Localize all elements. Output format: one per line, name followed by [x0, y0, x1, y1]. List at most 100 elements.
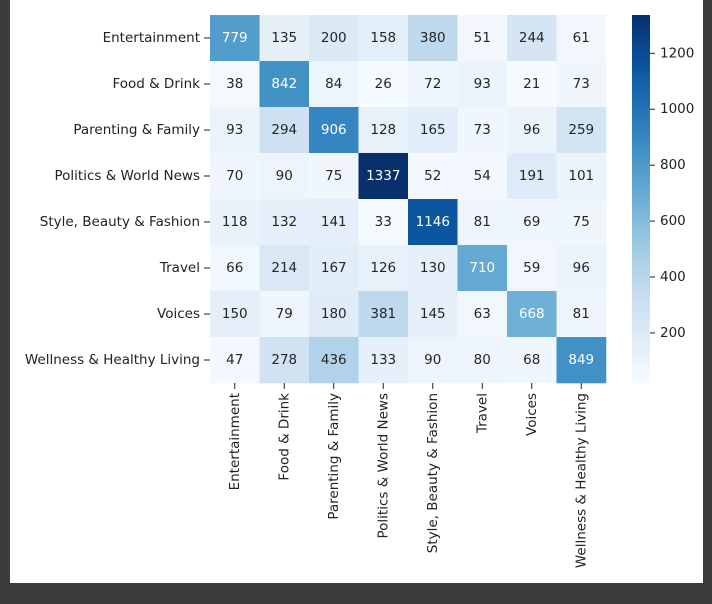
- y-tick-label: Wellness & Healthy Living: [25, 352, 200, 368]
- cell-label: 849: [568, 352, 594, 368]
- y-tick-label: Voices: [157, 306, 200, 322]
- cell-label: 710: [469, 260, 495, 276]
- x-tick-label: Entertainment: [227, 393, 243, 490]
- cell-label: 180: [321, 306, 347, 322]
- heatmap-cell: [358, 291, 409, 338]
- heatmap-cell: [210, 153, 260, 200]
- heatmap-cell: [408, 337, 458, 384]
- heatmap-cell: [556, 107, 607, 154]
- cell-label: 842: [271, 76, 297, 92]
- cell-label: 167: [321, 260, 347, 276]
- cell-label: 59: [523, 260, 540, 276]
- x-tick-label: Food & Drink: [276, 393, 292, 481]
- cell-label: 294: [271, 122, 297, 138]
- cell-label: 84: [325, 76, 342, 92]
- heatmap-cell: [457, 15, 508, 62]
- heatmap-cell: [309, 199, 359, 246]
- heatmap-cell: [556, 153, 607, 200]
- heatmap-cell: [408, 245, 458, 292]
- cell-label: 79: [276, 306, 293, 322]
- cell-label: 26: [375, 76, 392, 92]
- cell-label: 63: [474, 306, 491, 322]
- heatmap-cell: [309, 245, 359, 292]
- colorbar-tick-label: 600: [660, 213, 686, 229]
- cell-label: 70: [226, 168, 243, 184]
- heatmap-cell: [358, 153, 409, 200]
- colorbar-tick-label: 800: [660, 157, 686, 173]
- cell-label: 73: [573, 76, 590, 92]
- x-tick-label: Travel: [474, 393, 490, 434]
- x-tick-label: Style, Beauty & Fashion: [425, 393, 441, 553]
- heatmap-cell: [408, 61, 458, 108]
- heatmap-cell: [556, 61, 607, 108]
- cell-label: 54: [474, 168, 491, 184]
- cell-label: 158: [370, 30, 396, 46]
- heatmap-cell: [507, 107, 557, 154]
- cell-label: 66: [226, 260, 243, 276]
- cell-label: 436: [321, 352, 347, 368]
- cell-label: 135: [271, 30, 297, 46]
- y-tick-label: Entertainment: [103, 30, 200, 46]
- heatmap-cell: [507, 199, 557, 246]
- cell-label: 381: [370, 306, 396, 322]
- y-tick-label: Politics & World News: [55, 168, 201, 184]
- heatmap-cell: [210, 199, 260, 246]
- heatmap-cell: [408, 291, 458, 338]
- y-tick-label: Style, Beauty & Fashion: [40, 214, 200, 230]
- cell-label: 101: [568, 168, 594, 184]
- y-tick-label: Travel: [159, 260, 200, 276]
- colorbar-tick-label: 400: [660, 269, 686, 285]
- cell-label: 61: [573, 30, 590, 46]
- cell-label: 75: [573, 214, 590, 230]
- cell-label: 132: [271, 214, 297, 230]
- cell-label: 81: [474, 214, 491, 230]
- heatmap-cell: [259, 61, 310, 108]
- x-tick-label: Parenting & Family: [326, 393, 342, 520]
- heatmap-cell: [309, 15, 359, 62]
- heatmap-cell: [507, 291, 557, 338]
- heatmap-cell: [457, 199, 508, 246]
- heatmap-cell: [259, 245, 310, 292]
- cell-label: 96: [523, 122, 540, 138]
- colorbar-tick-label: 1000: [660, 101, 694, 117]
- colorbar: [632, 15, 650, 383]
- y-tick-label: Parenting & Family: [73, 122, 200, 138]
- heatmap-cell: [259, 291, 310, 338]
- heatmap-cell: [457, 337, 508, 384]
- cell-label: 90: [424, 352, 441, 368]
- heatmap-cell: [210, 337, 260, 384]
- heatmap-cell: [507, 61, 557, 108]
- heatmap-cell: [556, 245, 607, 292]
- x-tick-label: Wellness & Healthy Living: [573, 393, 589, 568]
- cell-label: 96: [573, 260, 590, 276]
- heatmap-cell: [507, 15, 557, 62]
- heatmap-cell: [457, 107, 508, 154]
- cell-label: 80: [474, 352, 491, 368]
- cell-label: 133: [370, 352, 396, 368]
- colorbar-tick-label: 1200: [660, 45, 694, 61]
- y-tick-label: Food & Drink: [112, 76, 200, 92]
- heatmap-cell: [358, 337, 409, 384]
- x-tick-label: Politics & World News: [375, 393, 391, 539]
- cell-label: 244: [519, 30, 545, 46]
- cell-label: 1146: [416, 214, 450, 230]
- cell-label: 278: [271, 352, 297, 368]
- cell-label: 68: [523, 352, 540, 368]
- heatmap-cell: [259, 199, 310, 246]
- cell-label: 93: [226, 122, 243, 138]
- heatmap-cell: [309, 107, 359, 154]
- cell-label: 33: [375, 214, 392, 230]
- heatmap-cell: [457, 245, 508, 292]
- cell-label: 200: [321, 30, 347, 46]
- cell-label: 906: [321, 122, 347, 138]
- cell-label: 779: [222, 30, 248, 46]
- cell-label: 118: [222, 214, 248, 230]
- heatmap-cell: [457, 153, 508, 200]
- cell-label: 141: [321, 214, 347, 230]
- cell-label: 214: [271, 260, 297, 276]
- heatmap-cell: [408, 199, 458, 246]
- cell-label: 150: [222, 306, 248, 322]
- cell-label: 259: [568, 122, 594, 138]
- heatmap-cell: [556, 15, 607, 62]
- colorbar-tick-label: 200: [660, 325, 686, 341]
